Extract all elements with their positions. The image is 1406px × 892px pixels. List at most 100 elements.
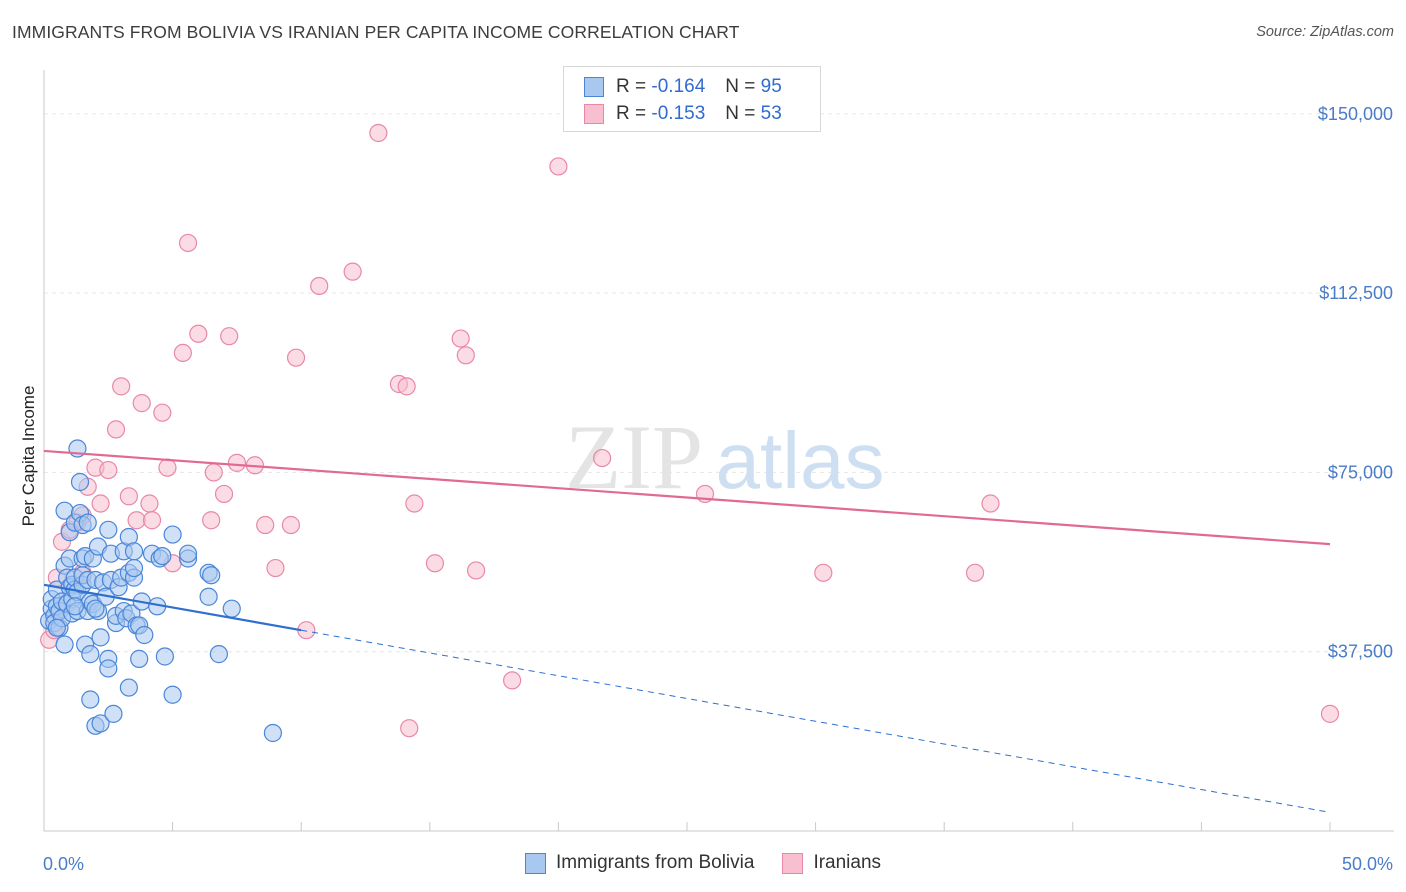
bolivia-swatch <box>584 77 604 97</box>
iranians-point <box>549 157 568 176</box>
y-tick-label: $37,500 <box>1328 642 1393 662</box>
iranians-point <box>425 554 445 573</box>
iranians-point <box>451 329 470 348</box>
bolivia-point <box>155 647 174 666</box>
bolivia-legend-swatch <box>524 852 546 874</box>
bolivia-point <box>104 704 123 723</box>
legend-item-iranians[interactable]: Iranians <box>782 852 881 874</box>
iranians-legend-label: Iranians <box>813 852 882 873</box>
y-tick-labels: $37,500 $75,000 $112,500 $150,000 <box>1318 104 1393 662</box>
iranians-point <box>343 262 362 281</box>
iranians-swatch <box>584 104 604 124</box>
n-label: N = <box>725 76 756 97</box>
n-label: N = <box>725 103 756 124</box>
bolivia-point <box>86 599 105 618</box>
x-tick-label-min: 0.0% <box>43 854 84 874</box>
bolivia-legend-label: Immigrants from Bolivia <box>555 852 755 873</box>
iranians-point <box>965 563 985 582</box>
iranians-point <box>310 276 329 296</box>
iranians-point <box>266 558 285 578</box>
y-tick-label: $75,000 <box>1328 462 1393 482</box>
iranians-point <box>1320 704 1340 723</box>
bolivia-points <box>40 439 283 743</box>
iranians-point <box>405 494 424 513</box>
r-label: R = <box>616 103 647 124</box>
bolivia-point <box>130 649 149 668</box>
bolivia-point <box>178 544 198 563</box>
legend-item-bolivia[interactable]: Immigrants from Bolivia <box>524 852 755 874</box>
iranians-point <box>281 515 301 535</box>
iranians-point <box>153 403 172 422</box>
iranians-point <box>106 420 126 439</box>
bolivia-point <box>263 723 283 743</box>
bolivia-point <box>135 625 154 645</box>
watermark-atlas: atlas <box>716 416 885 505</box>
x-tick-label-max: 50.0% <box>1342 854 1393 874</box>
trend-lines <box>43 449 1331 813</box>
iranians-point <box>503 671 522 690</box>
grid-lines <box>44 113 1394 653</box>
bolivia-point <box>202 566 221 585</box>
bolivia-point <box>81 690 100 709</box>
iranians-point <box>99 460 118 480</box>
bolivia-point <box>209 645 228 664</box>
iranians-point <box>369 123 388 143</box>
iranians-point <box>814 563 833 582</box>
r-value-iranians: -0.153 <box>651 103 706 124</box>
series-legend: Immigrants from Bolivia Iranians <box>0 852 1406 874</box>
bolivia-point <box>70 472 90 492</box>
bolivia-point <box>99 659 118 678</box>
iranians-point <box>119 487 138 506</box>
bolivia-trend-line <box>43 583 302 632</box>
bolivia-point <box>222 599 241 618</box>
bolivia-point <box>47 618 66 637</box>
watermark: ZIP atlas <box>565 406 884 508</box>
iranians-point <box>593 448 612 468</box>
y-axis-label: Per Capita Income <box>19 386 38 527</box>
bolivia-point <box>124 542 144 561</box>
iranians-point <box>91 494 110 513</box>
bolivia-trend-extension <box>301 629 1331 813</box>
chart-title: IMMIGRANTS FROM BOLIVIA VS IRANIAN PER C… <box>12 22 740 42</box>
iranians-point <box>286 348 306 367</box>
iranians-point <box>397 377 416 396</box>
r-value-bolivia: -0.164 <box>651 76 706 97</box>
iranians-point <box>466 561 486 580</box>
bolivia-point <box>124 558 144 578</box>
y-tick-label: $112,500 <box>1319 283 1393 303</box>
iranians-point <box>178 233 198 253</box>
bolivia-point <box>91 628 110 647</box>
bolivia-point <box>163 525 182 544</box>
source-label: Source: ZipAtlas.com <box>1256 24 1394 40</box>
bolivia-point <box>91 714 110 733</box>
iranians-point <box>140 494 159 513</box>
iranians-point <box>132 394 151 413</box>
iranians-point <box>173 343 192 363</box>
bolivia-point <box>78 513 97 532</box>
iranians-point <box>204 463 223 482</box>
iranians-point <box>142 511 162 530</box>
iranians-point <box>214 484 234 504</box>
iranians-point <box>220 327 239 346</box>
x-ticks <box>43 822 1331 831</box>
iranians-trend-line <box>43 449 1331 546</box>
iranians-point <box>189 324 208 343</box>
stats-legend: R = -0.164 N = 95 R = -0.153 N = 53 <box>563 66 821 132</box>
bolivia-point <box>65 597 84 616</box>
iranians-points <box>40 123 1340 738</box>
iranians-point <box>127 511 146 530</box>
n-value-bolivia: 95 <box>760 76 782 97</box>
n-value-iranians: 53 <box>760 103 782 124</box>
iranians-point <box>256 515 275 535</box>
legend-row-bolivia: R = -0.164 N = 95 <box>584 74 782 100</box>
iranians-point <box>227 453 246 472</box>
y-tick-label: $150,000 <box>1318 104 1393 124</box>
bolivia-point <box>55 635 74 654</box>
bolivia-point <box>199 587 218 606</box>
bolivia-point <box>153 546 172 566</box>
iranians-point <box>456 346 475 365</box>
bolivia-point <box>99 520 118 539</box>
iranians-point <box>112 377 131 396</box>
iranians-legend-swatch <box>782 852 804 874</box>
